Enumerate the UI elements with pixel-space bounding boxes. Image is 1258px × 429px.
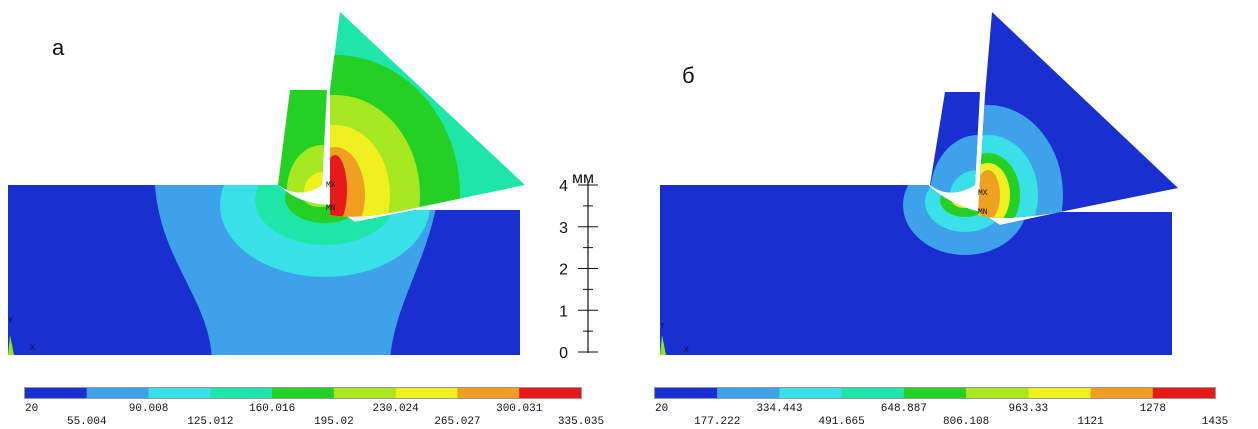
colorbar-label: 230.024 xyxy=(373,403,420,415)
axis-triad: Y xyxy=(8,317,13,326)
ruler-label: 3 xyxy=(559,220,568,237)
ruler-label: 0 xyxy=(559,345,568,362)
colorbar-label: 335.035 xyxy=(558,416,604,428)
colorbar-segment xyxy=(519,388,581,398)
colorbar-segment xyxy=(149,388,211,398)
colorbar-label: 90.008 xyxy=(129,403,169,415)
colorbar-segment xyxy=(1028,388,1090,398)
colorbar-label: 20 xyxy=(655,403,668,415)
colorbar-label: 334.443 xyxy=(756,403,802,415)
colorbar-segment xyxy=(966,388,1028,398)
colorbar-label: 1278 xyxy=(1140,403,1166,415)
colorbar-segment xyxy=(272,388,334,398)
colorbar-label: 177.222 xyxy=(694,416,740,428)
colorbar-label: 491.665 xyxy=(819,416,865,428)
colorbar-segment xyxy=(1153,388,1215,398)
colorbar-label: 125.012 xyxy=(187,416,233,428)
colorbar-segment xyxy=(655,388,717,398)
contour-plot-a: MX MN а Y X xyxy=(8,10,530,360)
ruler-label: 2 xyxy=(559,262,568,279)
colorbar-label: 265.027 xyxy=(434,416,480,428)
max-marker: MX xyxy=(326,181,336,190)
colorbar-segment xyxy=(842,388,904,398)
colorbar-label: 1121 xyxy=(1077,416,1104,428)
colorbar-segment xyxy=(396,388,458,398)
colorbar-segment xyxy=(779,388,841,398)
colorbar-segment xyxy=(717,388,779,398)
max-marker: MX xyxy=(978,189,988,198)
colorbar-segment xyxy=(457,388,519,398)
colorbar-label: 55.004 xyxy=(67,416,107,428)
panel-label: а xyxy=(52,35,65,60)
colorbar-segment xyxy=(1091,388,1153,398)
colorbar-segment xyxy=(210,388,272,398)
min-marker: MN xyxy=(978,208,988,217)
axis-triad: Y xyxy=(660,322,665,331)
colorbar-segment xyxy=(25,388,87,398)
min-marker: MN xyxy=(326,204,336,213)
colorbar-label: 160.016 xyxy=(249,403,295,415)
colorbar-label: 1435 xyxy=(1202,416,1228,428)
axis-triad: X xyxy=(684,346,689,355)
colorbar-label: 806.108 xyxy=(943,416,989,428)
panel-label: б xyxy=(682,63,695,88)
colorbar-segment xyxy=(87,388,149,398)
scale-ruler: мм xyxy=(572,170,594,353)
colorbar-label: 195.02 xyxy=(314,416,354,428)
figure: MX MN а Y X MX MN б Y xyxy=(0,0,1258,429)
colorbar-label: 20 xyxy=(25,403,38,415)
ruler-unit: мм xyxy=(572,170,594,187)
colorbar-label: 963.33 xyxy=(1009,403,1049,415)
colorbar-segment xyxy=(904,388,966,398)
colorbar-segment xyxy=(334,388,396,398)
ruler-label: 1 xyxy=(559,303,568,320)
contour-plot-b: MX MN б Y X xyxy=(660,10,1180,360)
ruler-label: 4 xyxy=(559,178,568,195)
colorbar-label: 300.031 xyxy=(496,403,543,415)
axis-triad: X xyxy=(30,344,35,353)
colorbar-label: 648.887 xyxy=(881,403,927,415)
